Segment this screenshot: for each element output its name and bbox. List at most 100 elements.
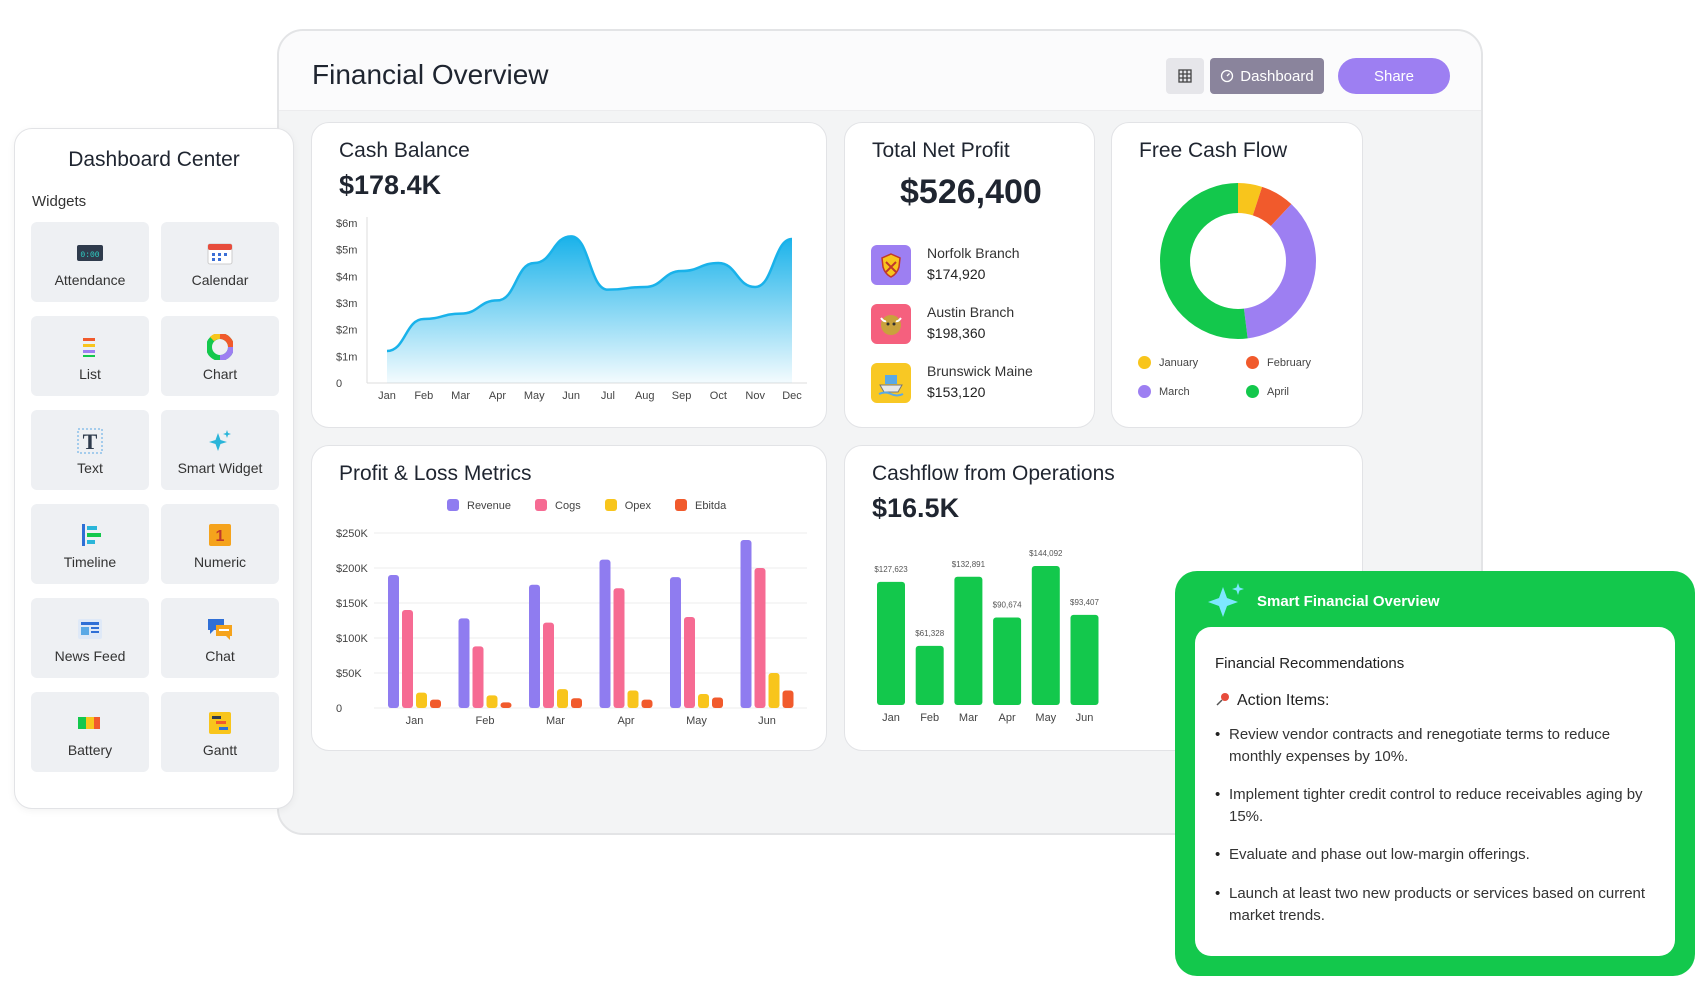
data-label: $93,407	[1070, 598, 1099, 607]
widget-chart[interactable]: Chart	[161, 316, 279, 396]
bar-ebitda-jan	[430, 699, 441, 708]
legend-ebitda: Ebitda	[675, 499, 726, 512]
cashflow-ops-chart: $127,623 Jan $61,328 Feb $132,891 Mar $90,674 A…	[874, 549, 1099, 724]
y-tick-label: $250K	[336, 528, 368, 540]
share-button[interactable]: Share	[1338, 58, 1450, 94]
grid-view-button[interactable]	[1166, 58, 1204, 94]
ops-bar-apr	[993, 617, 1022, 705]
x-tick-label: Feb	[476, 715, 495, 727]
x-tick-label: Jan	[378, 390, 396, 402]
cashflow-ops-value: $16.5K	[872, 493, 960, 523]
data-label: $90,674	[993, 601, 1022, 610]
data-label: $144,092	[1029, 549, 1063, 558]
widget-gantt[interactable]: Gantt	[161, 692, 279, 772]
x-tick-label: May	[1035, 712, 1056, 724]
page-title: Financial Overview	[312, 59, 549, 90]
legend-cogs: Cogs	[535, 499, 581, 512]
action-items-heading: Action Items:	[1215, 691, 1329, 710]
action-item: Evaluate and phase out low-margin offeri…	[1215, 844, 1655, 866]
branch-name: Austin Branch	[927, 304, 1015, 320]
bar-opex-may	[698, 694, 709, 708]
bar-revenue-apr	[599, 559, 611, 708]
svg-text:1: 1	[216, 528, 225, 545]
x-tick-label: Mar	[959, 712, 978, 724]
data-label: $61,328	[915, 629, 944, 638]
legend-opex: Opex	[604, 499, 651, 512]
x-tick-label: Jan	[882, 712, 900, 724]
widget-label: Chart	[202, 366, 238, 382]
dashboard-button-label: Dashboard	[1240, 67, 1314, 85]
bar-ebitda-mar	[571, 698, 582, 708]
numeric-icon: 1	[206, 522, 234, 548]
widget-attendance[interactable]: 0:00 Attendance	[31, 222, 149, 302]
legend-january: January	[1138, 356, 1198, 369]
bar-opex-jun	[768, 673, 780, 708]
bar-revenue-mar	[529, 584, 540, 708]
pie-chart-icon	[206, 334, 234, 360]
profit-loss-card: Profit & Loss Metrics Revenue Cogs Opex …	[311, 445, 827, 751]
profit-loss-chart: $250K $200K $150K $100K $50K 0 Jan Feb Mar Apr May…	[336, 528, 807, 727]
action-item: Review vendor contracts and renegotiate …	[1215, 724, 1655, 768]
y-tick-label: $6m	[336, 218, 357, 230]
widget-text[interactable]: T Text	[31, 410, 149, 490]
grid-icon	[1178, 69, 1192, 83]
widget-label: Battery	[67, 742, 113, 758]
smart-financial-overview-panel: Smart Financial Overview Financial Recom…	[1175, 571, 1695, 976]
dashboard-button[interactable]: Dashboard	[1210, 58, 1324, 94]
legend-march: March	[1138, 385, 1190, 398]
branch-name: Norfolk Branch	[927, 245, 1020, 261]
x-tick-label: Jun	[562, 390, 580, 402]
x-tick-label: Jun	[758, 715, 776, 727]
free-cash-flow-donut	[1160, 183, 1316, 339]
x-tick-label: Jan	[406, 715, 424, 727]
widget-newsfeed[interactable]: News Feed	[31, 598, 149, 678]
list-icon	[76, 334, 104, 360]
bar-revenue-may	[670, 577, 681, 708]
timeline-icon	[76, 522, 104, 548]
donut-slice-april	[1160, 183, 1316, 339]
widgets-label: Widgets	[32, 193, 87, 210]
bar-cogs-mar	[543, 622, 554, 708]
widget-chat[interactable]: Chat	[161, 598, 279, 678]
x-tick-label: Nov	[745, 390, 765, 402]
bull-icon	[871, 304, 911, 344]
x-tick-label: Jun	[1076, 712, 1094, 724]
net-profit-card: Total Net Profit $526,400 Norfolk Branch…	[844, 122, 1095, 428]
ops-bar-jun	[1070, 614, 1099, 705]
cash-balance-title: Cash Balance	[339, 139, 470, 162]
y-tick-label: $3m	[336, 298, 357, 310]
widget-list[interactable]: List	[31, 316, 149, 396]
profit-loss-title: Profit & Loss Metrics	[339, 462, 532, 485]
pushpin-icon	[1216, 693, 1229, 706]
cash-balance-value: $178.4K	[339, 170, 442, 200]
widget-label: List	[79, 366, 101, 382]
bar-cogs-jan	[402, 610, 413, 708]
widget-label: Numeric	[193, 554, 247, 570]
text-icon: T	[76, 428, 104, 454]
bar-cogs-feb	[472, 646, 484, 708]
x-tick-label: May	[524, 390, 545, 402]
svg-text:0:00: 0:00	[80, 251, 99, 260]
svg-text:T: T	[83, 429, 98, 454]
battery-icon	[76, 710, 104, 736]
branch-austin: Austin Branch $198,360	[871, 302, 1091, 346]
main-header: Financial Overview Dashboard Share	[279, 31, 1481, 111]
net-profit-value: $526,400	[900, 173, 1042, 211]
calendar-icon	[206, 240, 234, 266]
cash-area	[387, 236, 792, 383]
main-window: Financial Overview Dashboard Share Cash …	[277, 29, 1483, 835]
widget-calendar[interactable]: Calendar	[161, 222, 279, 302]
action-item: Implement tighter credit control to redu…	[1215, 784, 1655, 828]
widget-numeric[interactable]: 1 Numeric	[161, 504, 279, 584]
widget-battery[interactable]: Battery	[31, 692, 149, 772]
cash-balance-card: Cash Balance $178.4K $6m $5m $4m $3m $2m $1m 0…	[311, 122, 827, 428]
widget-timeline[interactable]: Timeline	[31, 504, 149, 584]
widget-smart[interactable]: Smart Widget	[161, 410, 279, 490]
x-tick-label: Dec	[782, 390, 802, 402]
widget-label: Chat	[205, 648, 235, 664]
bar-ebitda-feb	[500, 702, 512, 708]
x-tick-label: Sep	[672, 390, 692, 402]
bar-opex-jan	[416, 692, 427, 708]
cash-balance-chart: $6m $5m $4m $3m $2m $1m 0 Jan Feb Mar Apr May Jun Jul…	[336, 217, 807, 402]
bar-revenue-jun	[740, 540, 752, 708]
